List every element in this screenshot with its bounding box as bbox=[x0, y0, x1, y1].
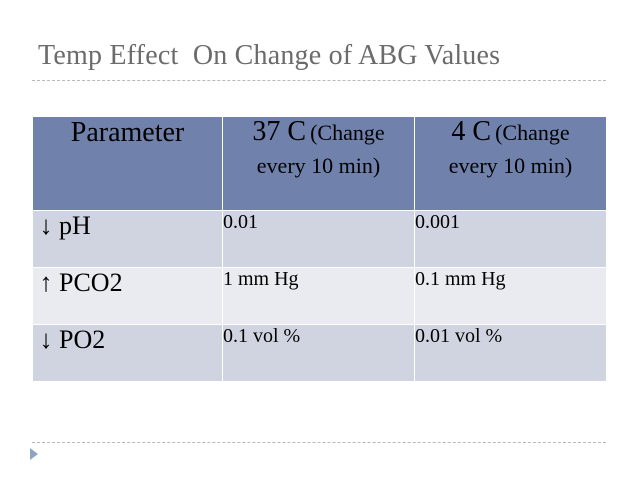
up-arrow-icon: ↑ bbox=[39, 268, 53, 297]
table-row: ↓ PO2 0.1 vol % 0.01 vol % bbox=[32, 324, 607, 382]
value-37c: 0.01 bbox=[222, 210, 415, 268]
value-4c: 0.01 vol % bbox=[414, 324, 607, 382]
table-header-row: Parameter 37 C (Change every 10 min) 4 C… bbox=[32, 116, 607, 211]
header-37c: 37 C (Change every 10 min) bbox=[222, 116, 415, 211]
parameter-name: PO2 bbox=[59, 325, 106, 354]
header-37c-main: 37 C bbox=[252, 116, 307, 147]
header-4c-main: 4 C bbox=[451, 116, 492, 147]
triangle-bullet-icon bbox=[30, 448, 38, 460]
table-row: ↑ PCO2 1 mm Hg 0.1 mm Hg bbox=[32, 267, 607, 325]
header-4c: 4 C (Change every 10 min) bbox=[414, 116, 607, 211]
row-parameter: ↓ PO2 bbox=[32, 324, 223, 382]
parameter-name: pH bbox=[59, 211, 91, 240]
value-37c: 1 mm Hg bbox=[222, 267, 415, 325]
slide-title: Temp Effect On Change of ABG Values bbox=[38, 40, 501, 71]
abg-table: Parameter 37 C (Change every 10 min) 4 C… bbox=[32, 116, 607, 382]
footer-divider bbox=[32, 442, 606, 443]
value-4c: 0.001 bbox=[414, 210, 607, 268]
row-parameter: ↑ PCO2 bbox=[32, 267, 223, 325]
table-row: ↓ pH 0.01 0.001 bbox=[32, 210, 607, 268]
down-arrow-icon: ↓ bbox=[39, 325, 53, 354]
parameter-name: PCO2 bbox=[59, 268, 123, 297]
header-37c-sub: (Change bbox=[310, 120, 385, 145]
header-4c-line2: every 10 min) bbox=[448, 152, 573, 178]
header-4c-sub: (Change bbox=[495, 120, 570, 145]
value-4c: 0.1 mm Hg bbox=[414, 267, 607, 325]
value-37c: 0.1 vol % bbox=[222, 324, 415, 382]
down-arrow-icon: ↓ bbox=[39, 211, 53, 240]
title-divider bbox=[32, 80, 606, 81]
header-parameter: Parameter bbox=[32, 116, 223, 211]
header-parameter-label: Parameter bbox=[70, 117, 185, 148]
header-37c-line2: every 10 min) bbox=[256, 152, 381, 178]
row-parameter: ↓ pH bbox=[32, 210, 223, 268]
